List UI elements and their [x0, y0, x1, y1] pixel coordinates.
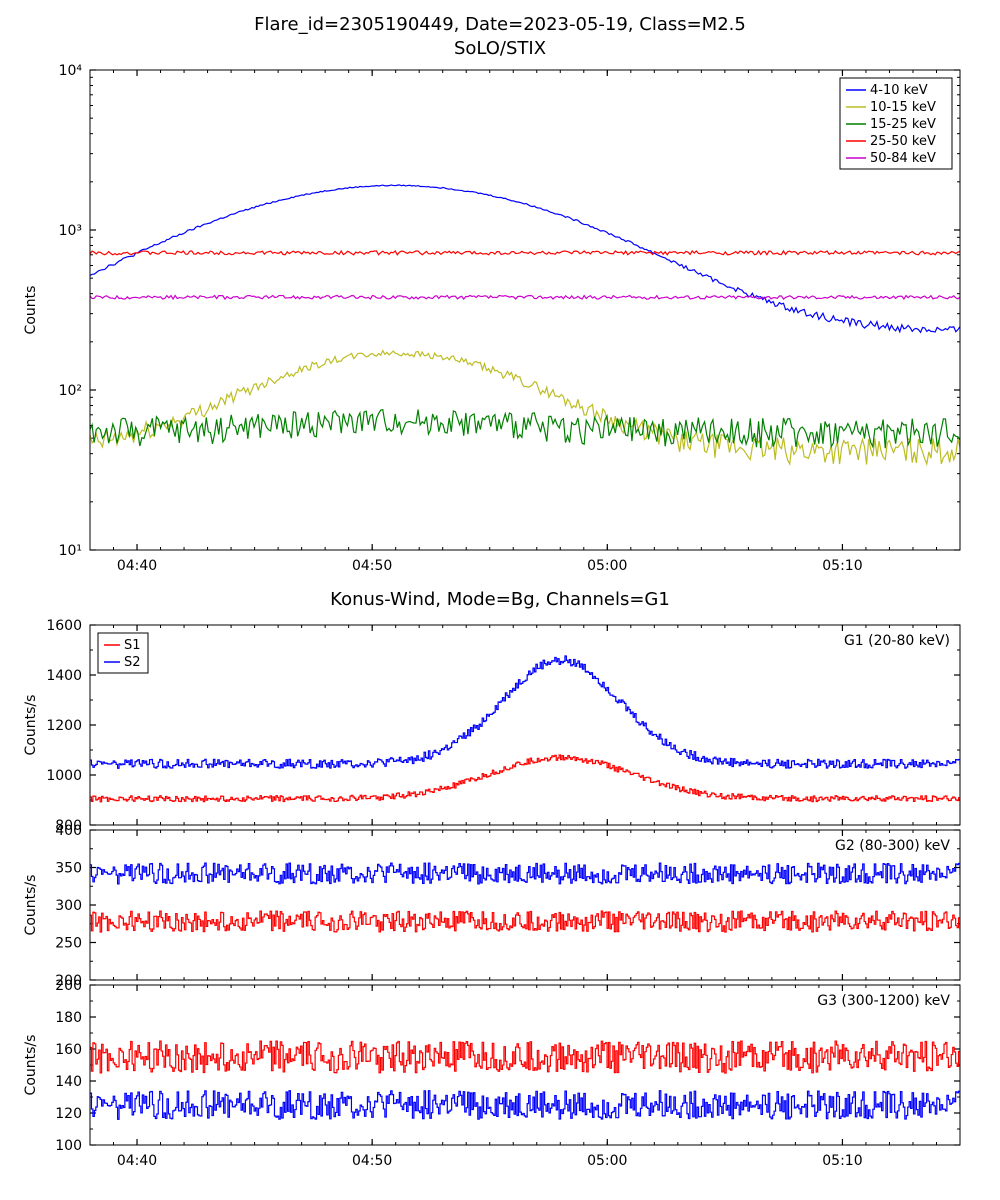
ylabel: Counts/s [23, 875, 39, 936]
ytick-label: 1200 [46, 718, 82, 734]
kw-plot-area [90, 656, 960, 802]
series-line [90, 863, 960, 884]
legend-label: 50-84 keV [870, 151, 936, 166]
ytick-label: 200 [55, 978, 82, 994]
series-line [90, 351, 960, 465]
axes-frame [90, 625, 960, 825]
sub-title: SoLO/STIX [454, 38, 546, 59]
xtick-label: 05:00 [587, 558, 627, 574]
ylabel: Counts [23, 286, 39, 335]
ytick-label: 140 [55, 1074, 82, 1090]
series-line [90, 410, 960, 449]
ytick-label: 1000 [46, 768, 82, 784]
panel-label: G2 (80-300) keV [835, 838, 950, 854]
stix-plot-area [90, 185, 960, 465]
panel-label: G3 (300-1200) keV [817, 993, 950, 1009]
ytick-label: 10¹ [59, 543, 82, 559]
series-line [90, 911, 960, 932]
panel-label: G1 (20-80 keV) [844, 633, 950, 649]
ylabel: Counts/s [23, 695, 39, 756]
ytick-label: 160 [55, 1042, 82, 1058]
series-line [90, 295, 960, 299]
ylabel: Counts/s [23, 1035, 39, 1096]
kw-plot-area [90, 1041, 960, 1119]
xtick-label: 04:40 [117, 558, 157, 574]
legend-label: 4-10 keV [870, 83, 928, 98]
legend-label: 15-25 keV [870, 117, 936, 132]
legend-label: S2 [124, 655, 141, 670]
ytick-label: 250 [55, 936, 82, 952]
ytick-label: 300 [55, 898, 82, 914]
xtick-label: 05:10 [822, 1153, 862, 1169]
legend-label: 10-15 keV [870, 100, 936, 115]
main-title: Flare_id=2305190449, Date=2023-05-19, Cl… [254, 14, 746, 35]
xtick-label: 04:50 [352, 558, 392, 574]
ytick-label: 180 [55, 1010, 82, 1026]
ytick-label: 100 [55, 1138, 82, 1154]
axes-frame [90, 830, 960, 980]
series-line [90, 656, 960, 768]
ytick-label: 1400 [46, 668, 82, 684]
xtick-label: 05:00 [587, 1153, 627, 1169]
xtick-label: 04:40 [117, 1153, 157, 1169]
legend-label: 25-50 keV [870, 134, 936, 149]
ytick-label: 10² [59, 383, 82, 399]
xtick-label: 05:10 [822, 558, 862, 574]
series-line [90, 251, 960, 255]
series-line [90, 1091, 960, 1120]
kw-title: Konus-Wind, Mode=Bg, Channels=G1 [330, 589, 670, 610]
kw-plot-area [90, 863, 960, 932]
ytick-label: 10³ [59, 223, 82, 239]
series-line [90, 185, 960, 332]
ytick-label: 1600 [46, 618, 82, 634]
xtick-label: 04:50 [352, 1153, 392, 1169]
ytick-label: 10⁴ [59, 63, 83, 79]
series-line [90, 1041, 960, 1073]
ytick-label: 400 [55, 823, 82, 839]
legend-label: S1 [124, 638, 141, 653]
axes-frame [90, 70, 960, 550]
ytick-label: 350 [55, 861, 82, 877]
ytick-label: 120 [55, 1106, 82, 1122]
